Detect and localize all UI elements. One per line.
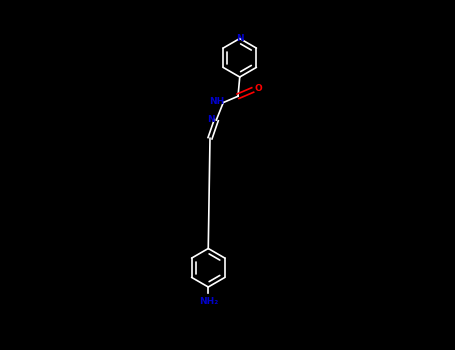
Text: N: N (207, 114, 215, 124)
Text: NH: NH (209, 97, 225, 106)
Text: N: N (236, 34, 243, 43)
Text: NH₂: NH₂ (199, 298, 218, 307)
Text: O: O (254, 84, 262, 93)
